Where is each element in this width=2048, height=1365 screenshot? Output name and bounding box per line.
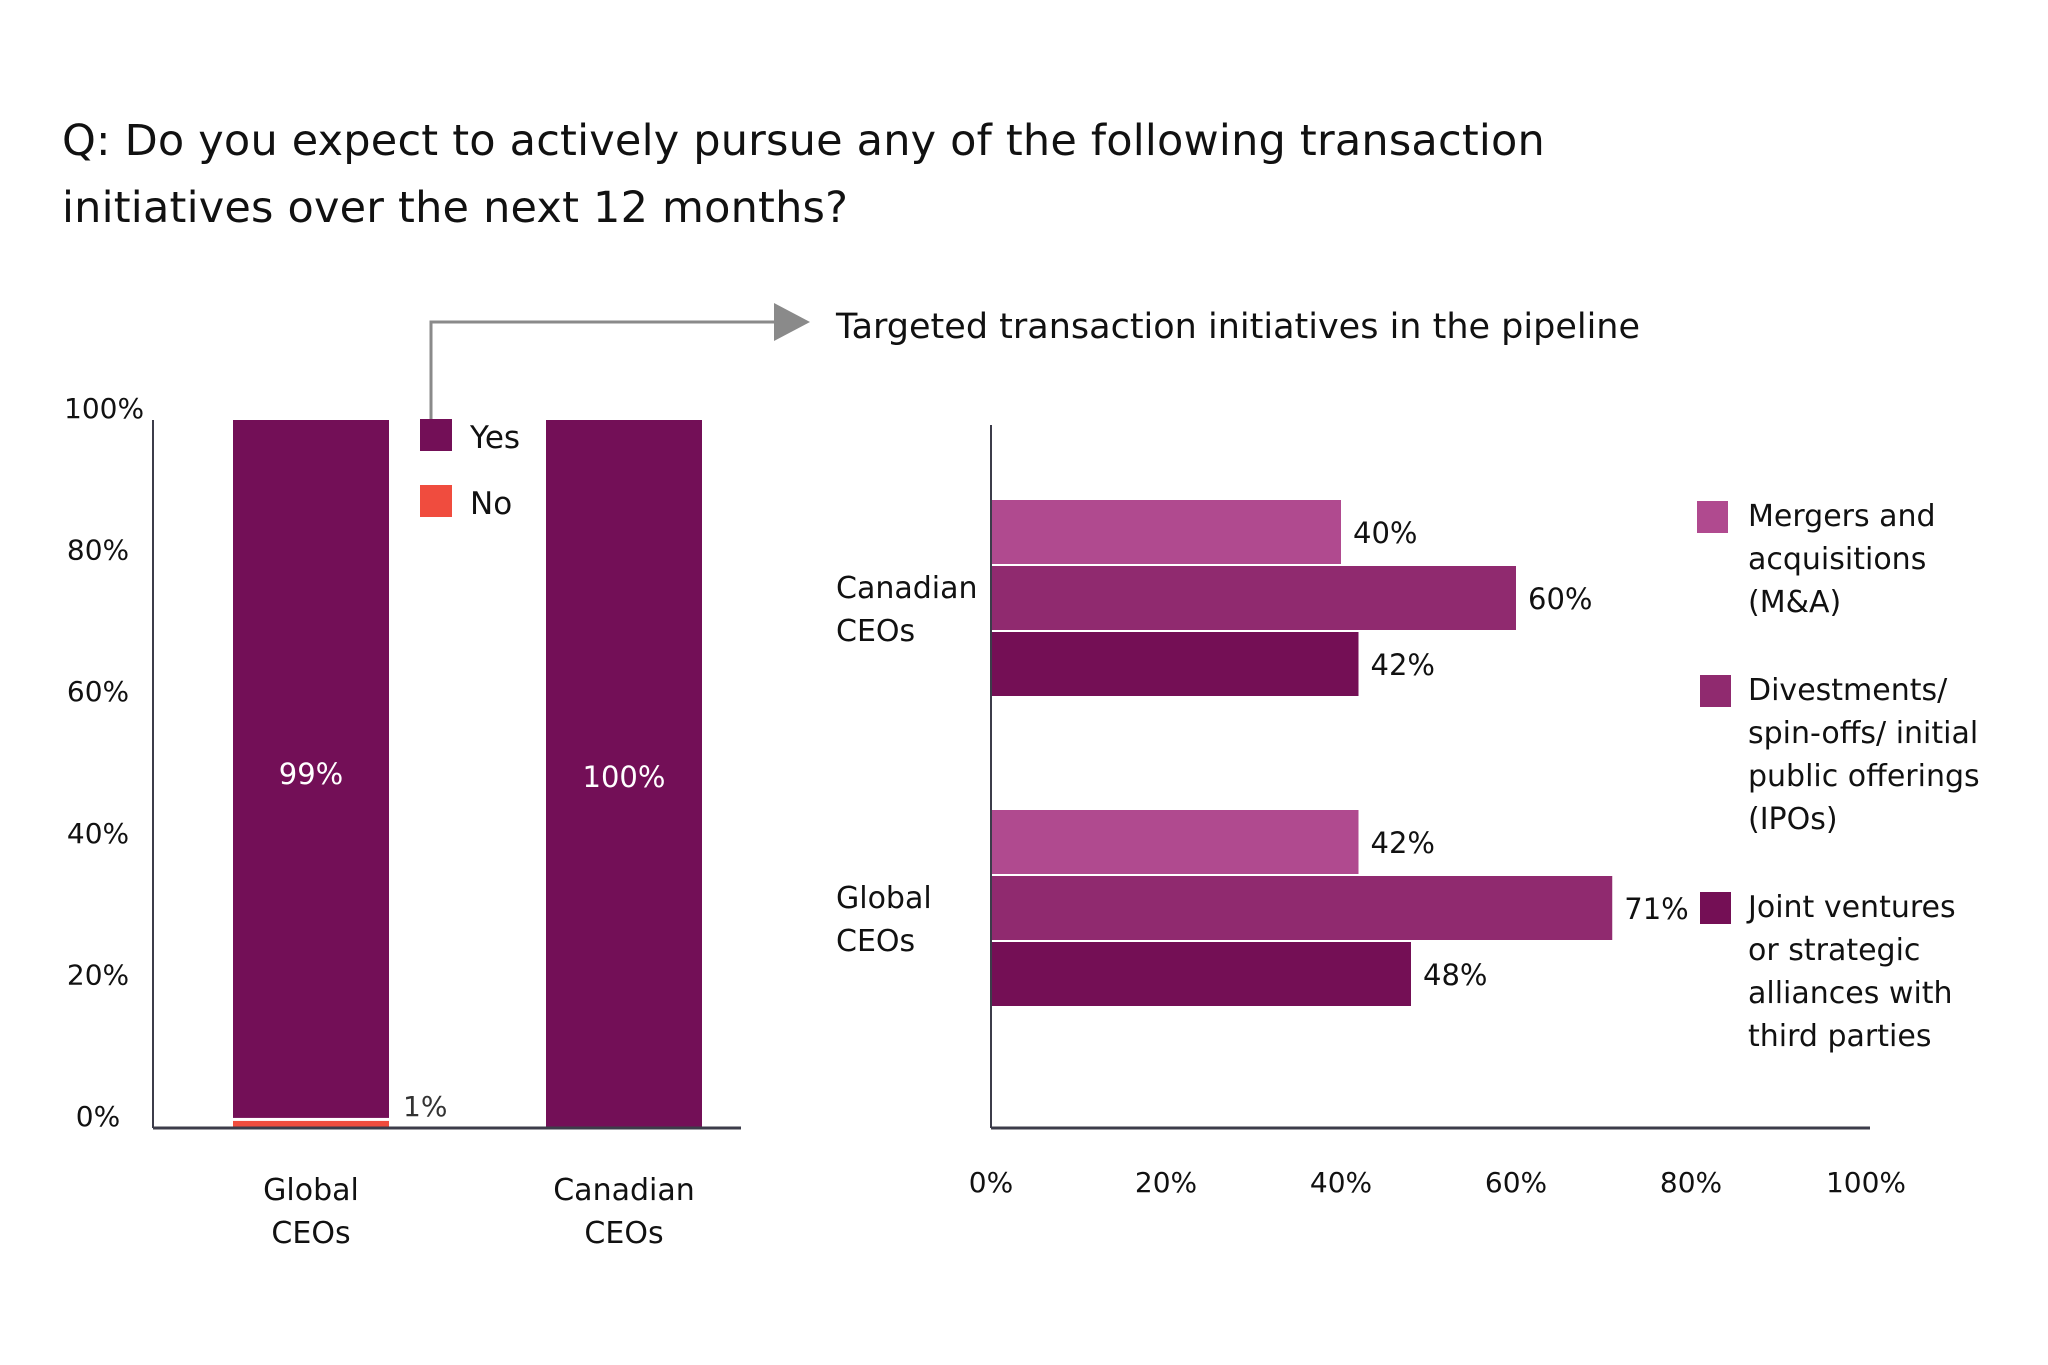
y-tick-label: 100% <box>64 392 144 425</box>
x-tick-label: 20% <box>1135 1166 1197 1199</box>
legend-swatch-2 <box>1700 892 1731 924</box>
y-category-label: CEOs <box>836 924 915 959</box>
hbar-0-1 <box>992 566 1516 630</box>
hbar-0-2 <box>992 632 1359 696</box>
hbar-value-label: 71% <box>1624 892 1688 926</box>
legend-label-line: Mergers and <box>1748 499 1936 534</box>
x-tick-label: 60% <box>1485 1166 1547 1199</box>
bar-no-label-0: 1% <box>403 1090 447 1123</box>
x-category-label: Canadian <box>553 1173 695 1208</box>
legend-swatch-0 <box>1697 501 1728 533</box>
connector-arrow <box>429 303 810 420</box>
legend-label-line: acquisitions <box>1748 542 1926 577</box>
bar-yes-1 <box>546 420 702 1128</box>
y-category-label: Global <box>836 881 932 916</box>
legend-label-line: spin-offs/ initial <box>1748 716 1978 751</box>
right-chart-title: Targeted transaction initiatives in the … <box>835 307 1640 347</box>
y-tick-label: 40% <box>67 817 129 850</box>
legend-label-line: Divestments/ <box>1748 673 1948 708</box>
legend-swatch-no <box>420 485 452 517</box>
y-tick-label: 20% <box>67 958 129 991</box>
hbar-1-2 <box>992 942 1411 1006</box>
chart-title: Q: Do you expect to actively pursue any … <box>62 108 1762 242</box>
hbar-value-label: 40% <box>1353 516 1417 550</box>
legend-label-line: (IPOs) <box>1748 802 1838 837</box>
x-tick-label: 80% <box>1660 1166 1722 1199</box>
y-category-label: CEOs <box>836 614 915 649</box>
legend-label-line: alliances with <box>1748 976 1953 1011</box>
chart-title-line-2: initiatives over the next 12 months? <box>62 183 849 233</box>
hbar-0-0 <box>992 500 1341 564</box>
hbar-1-0 <box>992 810 1359 874</box>
chart-title-line-1: Q: Do you expect to actively pursue any … <box>62 116 1545 166</box>
legend-swatch-yes <box>420 419 452 451</box>
legend-label-line: or strategic <box>1748 933 1920 968</box>
legend-label-line: third parties <box>1748 1019 1931 1054</box>
hbar-value-label: 42% <box>1371 826 1435 860</box>
y-tick-label: 60% <box>67 675 129 708</box>
legend-label-line: Joint ventures <box>1746 890 1956 925</box>
legend-label-line: (M&A) <box>1748 585 1841 620</box>
x-category-label: Global <box>263 1173 359 1208</box>
bar-yes-label-1: 100% <box>583 760 666 794</box>
hbar-1-1 <box>992 876 1613 940</box>
legend-label-line: public offerings <box>1748 759 1980 794</box>
hbar-value-label: 60% <box>1528 582 1592 616</box>
bar-yes-0 <box>233 420 389 1118</box>
hbar-value-label: 42% <box>1371 648 1435 682</box>
x-tick-label: 100% <box>1826 1166 1906 1199</box>
y-tick-label: 0% <box>76 1100 120 1133</box>
x-tick-label: 40% <box>1310 1166 1372 1199</box>
legend-label-no: No <box>470 486 512 522</box>
arrow-head-icon <box>774 303 810 341</box>
bar-yes-label-0: 99% <box>279 757 343 791</box>
left-chart: 0% 20% 40% 60% 80% 100% 99% 1% Global CEOs 100% Can… <box>64 392 741 1251</box>
y-category-label: Canadian <box>836 571 978 606</box>
bar-no-0 <box>233 1120 389 1128</box>
legend-swatch-1 <box>1700 675 1731 707</box>
y-tick-label: 80% <box>67 534 129 567</box>
legend-label-yes: Yes <box>469 420 520 456</box>
right-chart: 40% 60% 42% Canadian CEOs 42% 71% 48% Global CEOs… <box>836 425 1980 1199</box>
x-category-label: CEOs <box>271 1216 350 1251</box>
connector-line <box>429 320 776 420</box>
x-category-label: CEOs <box>584 1216 663 1251</box>
x-tick-label: 0% <box>969 1166 1013 1199</box>
hbar-value-label: 48% <box>1423 958 1487 992</box>
